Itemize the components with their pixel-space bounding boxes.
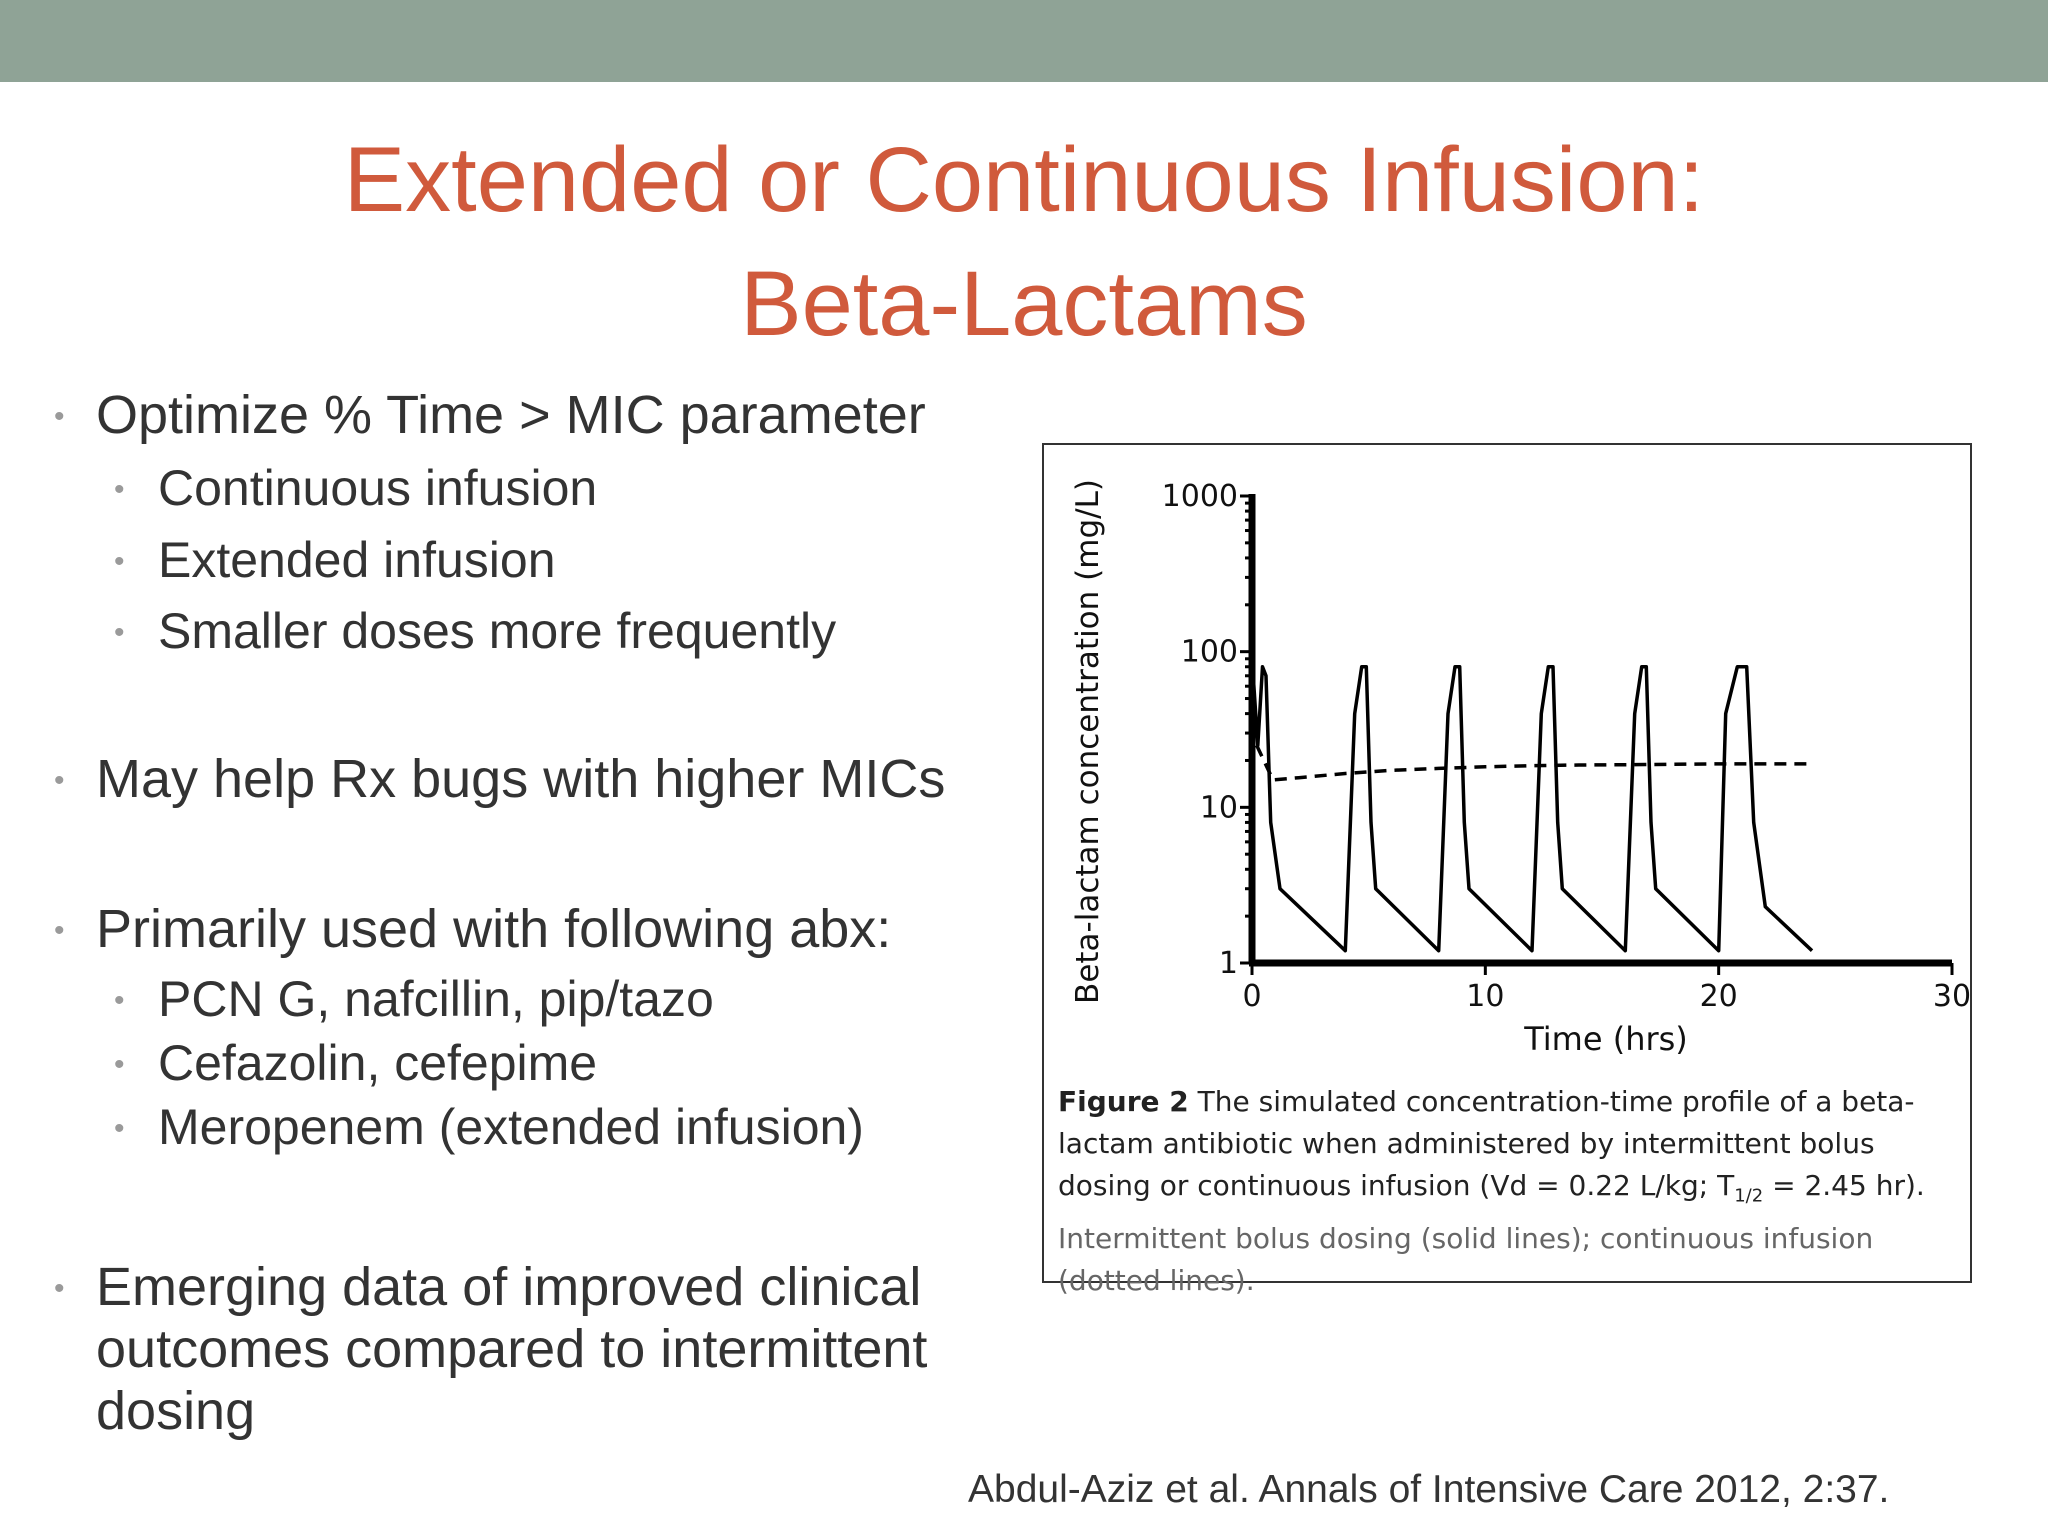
x-axis-label: Time (hrs): [1523, 1020, 1688, 1058]
caption-main-text: The simulated concentration-time profile…: [1058, 1085, 1915, 1202]
figure-caption: Figure 2 The simulated concentration-tim…: [1058, 1081, 1963, 1302]
bullet-item: • Emerging data of improved clinical: [54, 1256, 921, 1318]
y-axis-label: Beta-lactam concentration (mg/L): [1070, 479, 1106, 1004]
sub-bullet-item: • Continuous infusion: [114, 458, 597, 518]
continuous-infusion-line: [1255, 744, 1812, 782]
bullet-dot-icon: •: [114, 1048, 125, 1081]
x-tick-label: 0: [1242, 979, 1261, 1014]
bullet-dot-icon: •: [114, 545, 125, 578]
sub-bullet-item: • Extended infusion: [114, 530, 556, 590]
bullet-item: • Primarily used with following abx:: [54, 898, 891, 960]
figure-box: 1 10 100 1000 0 10 20 30 Time (hrs) Beta-lactam c…: [1042, 443, 1972, 1297]
bullet-dot-icon: •: [114, 1112, 125, 1145]
bullet-continuation: outcomes compared to intermittent: [96, 1319, 928, 1379]
intermittent-bolus-line: [1250, 495, 1814, 953]
sub-bullet-item: • Smaller doses more frequently: [114, 601, 836, 661]
x-tick-label: 20: [1700, 979, 1738, 1014]
y-tick-label: 1000: [1162, 479, 1238, 514]
bullet-item: • Optimize % Time > MIC parameter: [54, 384, 926, 446]
slide-title: Extended or Continuous Infusion: Beta-La…: [0, 118, 2048, 366]
bullet-dot-icon: •: [54, 764, 65, 797]
sub-bullet-item: • Meropenem (extended infusion): [114, 1097, 864, 1157]
caption-subscript: 1/2: [1734, 1185, 1764, 1207]
y-tick-label: 100: [1181, 635, 1238, 670]
bullet-dot-icon: •: [114, 616, 125, 649]
top-band: [0, 0, 2048, 82]
citation: Abdul-Aziz et al. Annals of Intensive Ca…: [968, 1468, 1890, 1511]
bullet-dot-icon: •: [114, 473, 125, 506]
caption-detail-text: Intermittent bolus dosing (solid lines);…: [1058, 1221, 1874, 1297]
x-tick-label: 30: [1933, 979, 1970, 1014]
sub-bullet-item: • PCN G, nafcillin, pip/tazo: [114, 969, 714, 1029]
y-tick-label: 1: [1219, 946, 1238, 981]
x-tick-label: 10: [1466, 979, 1504, 1014]
figure-label: Figure 2: [1058, 1085, 1189, 1118]
caption-main-end: = 2.45 hr).: [1763, 1169, 1925, 1202]
concentration-time-chart: 1 10 100 1000 0 10 20 30 Time (hrs) Beta-lactam c…: [1070, 479, 1970, 1058]
bullet-dot-icon: •: [54, 1272, 65, 1305]
bullet-dot-icon: •: [114, 984, 125, 1017]
bullet-continuation: dosing: [96, 1381, 256, 1441]
bullet-dot-icon: •: [54, 914, 65, 947]
bullet-dot-icon: •: [54, 400, 65, 433]
y-tick-label: 10: [1200, 790, 1238, 825]
sub-bullet-item: • Cefazolin, cefepime: [114, 1033, 597, 1093]
slide-title-line-1: Extended or Continuous Infusion:: [343, 129, 1705, 231]
slide-title-line-2: Beta-Lactams: [740, 253, 1308, 355]
bullet-item: • May help Rx bugs with higher MICs: [54, 748, 945, 810]
